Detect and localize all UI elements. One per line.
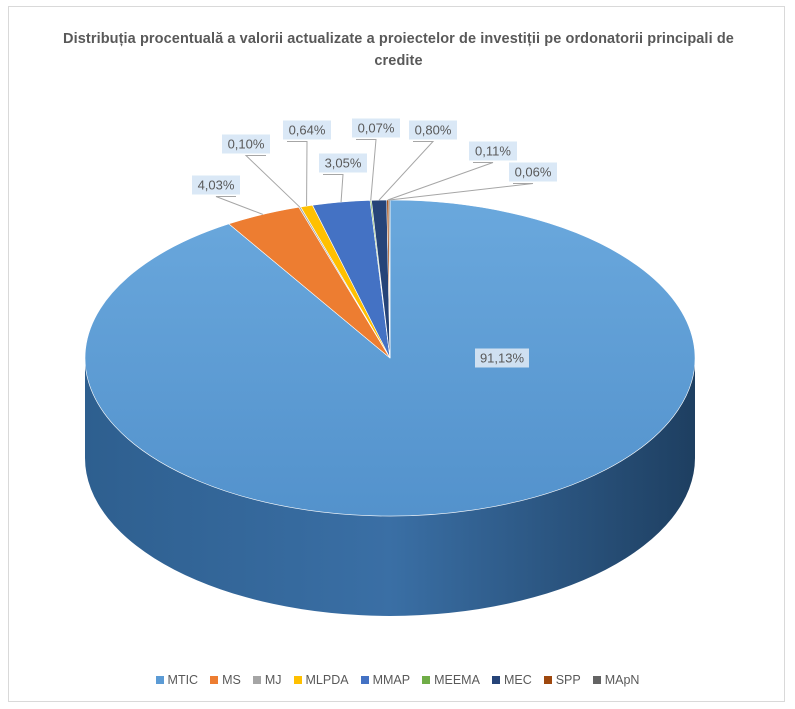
legend-label: MS bbox=[222, 673, 241, 687]
leader-line-ms bbox=[215, 196, 263, 215]
pie-top-group bbox=[84, 199, 696, 517]
legend-item-mapn: MApN bbox=[592, 673, 640, 687]
legend-label: MLPDA bbox=[305, 673, 349, 687]
legend-label: MEEMA bbox=[434, 673, 480, 687]
legend-item-meema: MEEMA bbox=[422, 673, 480, 687]
legend-label: MMAP bbox=[372, 673, 411, 687]
data-label-box bbox=[475, 348, 529, 368]
data-label-mec: 0,80% bbox=[409, 120, 457, 140]
legend-item-ms: MS bbox=[210, 673, 241, 687]
legend-item-mec: MEC bbox=[491, 673, 532, 687]
data-label-meema: 0,07% bbox=[352, 118, 400, 138]
legend-label: MJ bbox=[264, 673, 282, 687]
data-label-spp: 0,11% bbox=[469, 141, 517, 161]
data-label-text: 0,07% bbox=[358, 121, 395, 136]
legend-label: SPP bbox=[555, 673, 581, 687]
leader-lines-group bbox=[215, 139, 534, 215]
data-label-text: 0,10% bbox=[228, 137, 265, 152]
legend-label: MApN bbox=[604, 673, 640, 687]
leader-line-mlpda bbox=[287, 141, 308, 207]
data-label-text: 0,64% bbox=[289, 123, 326, 138]
data-label-text: 4,03% bbox=[198, 178, 235, 193]
data-label-box bbox=[222, 134, 270, 154]
legend-item-mtic: MTIC bbox=[155, 673, 199, 687]
data-label-box bbox=[352, 118, 400, 138]
legend: MTIC MS MJ MLPDA MMAP MEEMA MEC SPP MApN bbox=[0, 673, 795, 687]
data-label-text: 0,06% bbox=[515, 165, 552, 180]
leader-line-mapn bbox=[389, 183, 534, 201]
data-label-box bbox=[192, 175, 240, 195]
data-label-text: 91,13% bbox=[480, 351, 525, 366]
data-label-mmap: 3,05% bbox=[319, 153, 367, 173]
data-label-ms: 4,03% bbox=[192, 175, 240, 195]
data-label-box bbox=[283, 120, 331, 140]
legend-swatch bbox=[293, 676, 302, 684]
data-label-box bbox=[469, 141, 517, 161]
chart-title: Distribuția procentuală a valorii actual… bbox=[63, 31, 734, 69]
data-label-text: 3,05% bbox=[325, 156, 362, 171]
data-label-mlpda: 0,64% bbox=[283, 120, 331, 140]
pie-side-group bbox=[85, 358, 695, 616]
data-label-text: 0,11% bbox=[475, 144, 511, 159]
data-label-mapn: 0,06% bbox=[509, 162, 557, 182]
data-label-box bbox=[509, 162, 557, 182]
legend-swatch bbox=[543, 676, 552, 684]
legend-label: MEC bbox=[503, 673, 532, 687]
legend-swatch bbox=[592, 676, 601, 684]
legend-swatch bbox=[360, 676, 369, 684]
legend-swatch bbox=[252, 676, 261, 684]
legend-swatch bbox=[491, 676, 500, 684]
legend-item-mmap: MMAP bbox=[360, 673, 411, 687]
data-labels-group: 91,13% 4,03% 0,10% 0,64% 3,05% 0,07% 0,80% 0,11… bbox=[192, 118, 557, 368]
leader-line-spp bbox=[387, 162, 494, 201]
legend-swatch bbox=[422, 676, 431, 684]
legend-swatch bbox=[155, 676, 164, 684]
legend-item-mlpda: MLPDA bbox=[293, 673, 349, 687]
data-label-mtic: 91,13% bbox=[475, 348, 529, 368]
legend-item-mj: MJ bbox=[252, 673, 282, 687]
leader-line-meema bbox=[356, 139, 377, 201]
legend-swatch bbox=[210, 676, 219, 684]
data-label-box bbox=[409, 120, 457, 140]
legend-item-spp: SPP bbox=[543, 673, 581, 687]
leader-line-mmap bbox=[323, 174, 344, 203]
pie-side-mtic bbox=[85, 358, 695, 616]
legend-label: MTIC bbox=[167, 673, 199, 687]
leader-line-mj bbox=[244, 155, 301, 208]
data-label-text: 0,80% bbox=[415, 123, 452, 138]
data-label-mj: 0,10% bbox=[222, 134, 270, 154]
data-label-box bbox=[319, 153, 367, 173]
leader-line-mec bbox=[378, 141, 435, 201]
